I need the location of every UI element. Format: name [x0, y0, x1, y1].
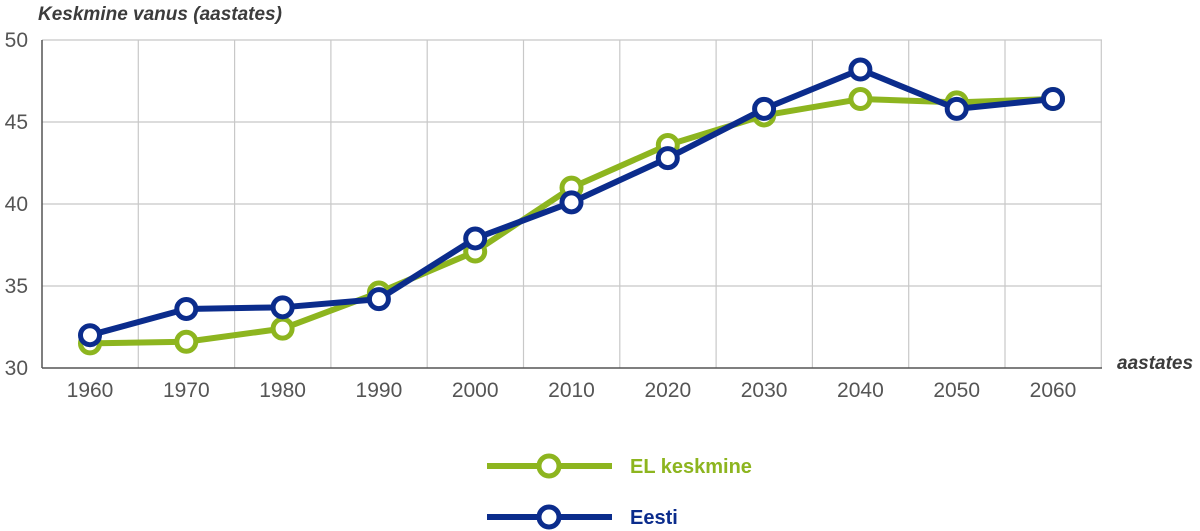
data-point [848, 57, 873, 82]
x-tick-label: 1980 [259, 379, 306, 402]
data-point [78, 323, 102, 348]
grid-lines [42, 39, 1102, 368]
y-tick-label: 40 [5, 193, 28, 216]
series-eesti [78, 57, 1065, 348]
x-tick-label: 1970 [163, 379, 210, 402]
legend-item: EL keskmine [487, 453, 752, 479]
x-axis-label: aastates [1117, 353, 1193, 374]
data-point [848, 87, 873, 112]
legend-item: Eesti [487, 504, 678, 530]
x-tick-label: 2010 [548, 379, 595, 402]
x-tick-label: 1990 [356, 379, 403, 402]
x-tick-label: 2040 [837, 379, 884, 402]
data-point [366, 287, 391, 312]
y-tick-label: 30 [5, 357, 28, 380]
x-tick-label: 2060 [1030, 379, 1077, 402]
y-tick-label: 35 [5, 275, 28, 298]
x-tick-label: 1960 [67, 379, 114, 402]
x-tick-label: 2020 [644, 379, 691, 402]
y-tick-label: 45 [5, 111, 28, 134]
data-point [752, 96, 777, 121]
legend-marker [536, 453, 562, 479]
data-point [270, 295, 295, 320]
data-point [174, 329, 199, 354]
y-tick-label: 50 [5, 29, 28, 52]
y-tick-labels: 30 35 40 45 50 [5, 29, 28, 380]
data-point [944, 96, 969, 121]
legend-label: EL keskmine [630, 456, 752, 478]
legend-marker [536, 504, 562, 530]
series-lines [78, 57, 1065, 356]
data-point [559, 190, 584, 215]
x-tick-label: 2000 [452, 379, 499, 402]
data-point [655, 146, 680, 171]
y-axis-label: Keskmine vanus (aastates) [38, 4, 282, 25]
x-tick-label: 2050 [933, 379, 980, 402]
legend-label: Eesti [630, 507, 678, 529]
data-point [1041, 87, 1065, 112]
data-point [270, 316, 295, 341]
data-point [463, 226, 488, 251]
axes [41, 40, 1102, 369]
series-el-keskmine [78, 87, 1065, 356]
x-tick-label: 2030 [741, 379, 788, 402]
data-point [174, 296, 199, 321]
x-tick-labels: 1960 1970 1980 1990 2000 2010 2020 2030 2040 2050… [67, 379, 1077, 402]
legend: EL keskmine Eesti [487, 453, 752, 530]
